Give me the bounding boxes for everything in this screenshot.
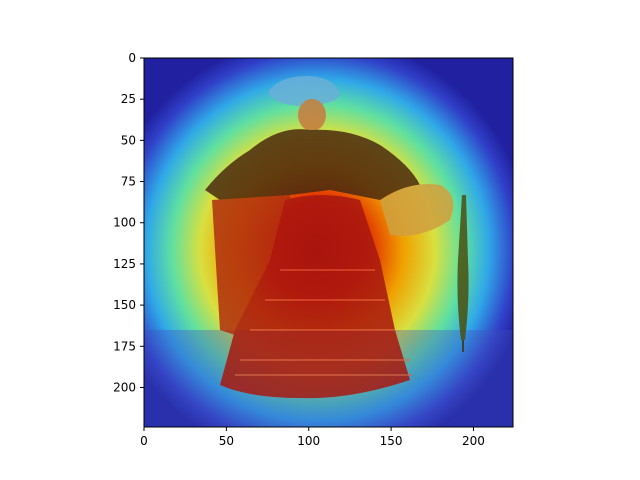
x-axis: 0 50 100 150 200 <box>140 427 485 448</box>
x-tick-label: 100 <box>297 434 320 448</box>
plot-frame <box>143 57 514 428</box>
x-tick-label: 150 <box>380 434 403 448</box>
y-tick-label: 75 <box>121 175 136 189</box>
x-tick-label: 0 <box>140 434 148 448</box>
y-tick-label: 100 <box>113 216 136 230</box>
x-tick-label: 50 <box>219 434 234 448</box>
y-tick-label: 125 <box>113 257 136 271</box>
y-tick-label: 200 <box>113 380 136 394</box>
heatmap-image <box>144 58 513 427</box>
y-axis: 0 25 50 75 100 125 150 175 200 <box>113 51 144 394</box>
x-tick-label: 200 <box>462 434 485 448</box>
y-tick-label: 0 <box>128 51 136 65</box>
woman-figure <box>205 75 469 399</box>
y-tick-label: 25 <box>121 92 136 106</box>
y-tick-label: 50 <box>121 133 136 147</box>
y-tick-label: 150 <box>113 298 136 312</box>
y-tick-label: 175 <box>113 339 136 353</box>
